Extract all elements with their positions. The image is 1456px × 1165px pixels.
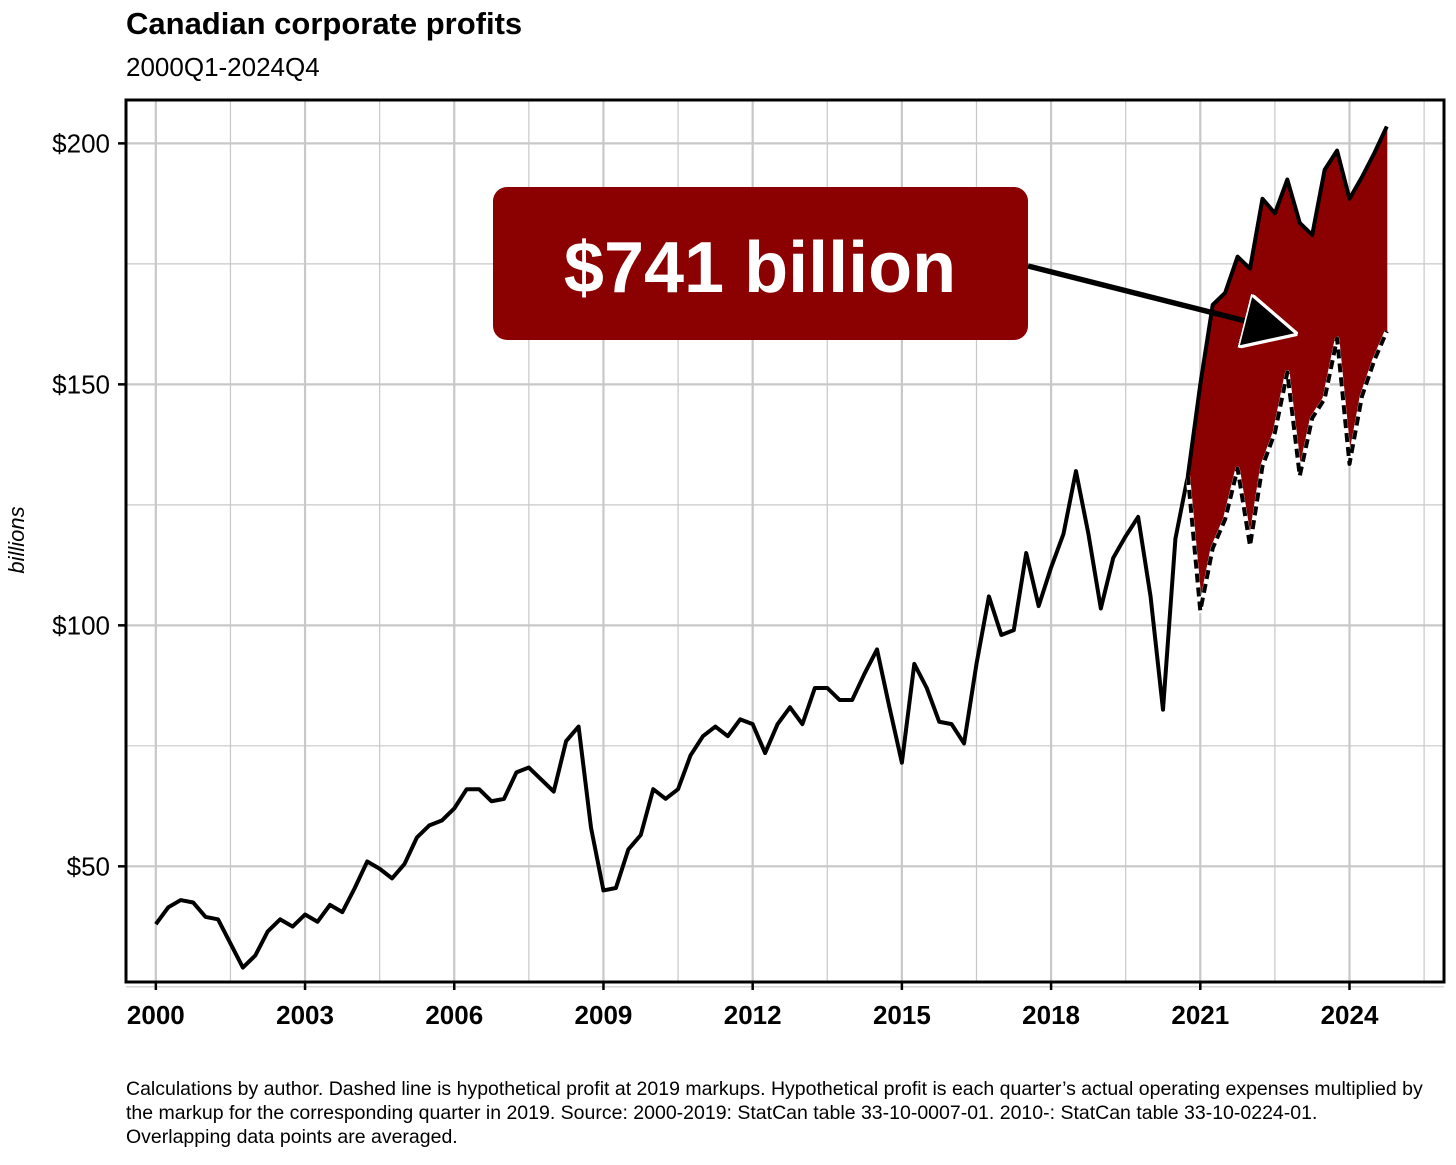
- chart-title: Canadian corporate profits: [126, 6, 523, 41]
- x-tick-label: 2021: [1171, 1000, 1229, 1030]
- callout-box: [493, 187, 1028, 340]
- x-axis-ticks: 2000 2003 2006 2009 2012 2015 2018 2021 2024: [127, 982, 1379, 1030]
- y-axis-ticks: $50 $100 $150 $200: [52, 128, 126, 881]
- x-tick-label: 2015: [873, 1000, 931, 1030]
- x-tick-label: 2018: [1022, 1000, 1080, 1030]
- callout-arrow: [1027, 263, 1282, 330]
- chart-subtitle: 2000Q1-2024Q4: [126, 52, 320, 82]
- footnote: Calculations by author. Dashed line is h…: [126, 1078, 1423, 1148]
- callout: $741 billion: [493, 187, 1282, 340]
- hypothetical-profit-line: [1185, 330, 1389, 613]
- plot-frame: [124, 98, 1446, 984]
- x-tick-label: 2003: [276, 1000, 334, 1030]
- series-lines: [154, 125, 1389, 970]
- x-tick-label: 2012: [724, 1000, 782, 1030]
- y-tick-label: $150: [52, 369, 110, 399]
- x-tick-label: 2000: [127, 1000, 185, 1030]
- y-tick-label: $50: [67, 851, 110, 881]
- x-tick-label: 2006: [425, 1000, 483, 1030]
- y-tick-label: $200: [52, 128, 110, 158]
- actual-profit-line: [154, 125, 1389, 970]
- callout-text: $741 billion: [564, 228, 956, 308]
- x-tick-label: 2009: [575, 1000, 633, 1030]
- y-tick-label: $100: [52, 610, 110, 640]
- x-tick-label: 2024: [1321, 1000, 1379, 1030]
